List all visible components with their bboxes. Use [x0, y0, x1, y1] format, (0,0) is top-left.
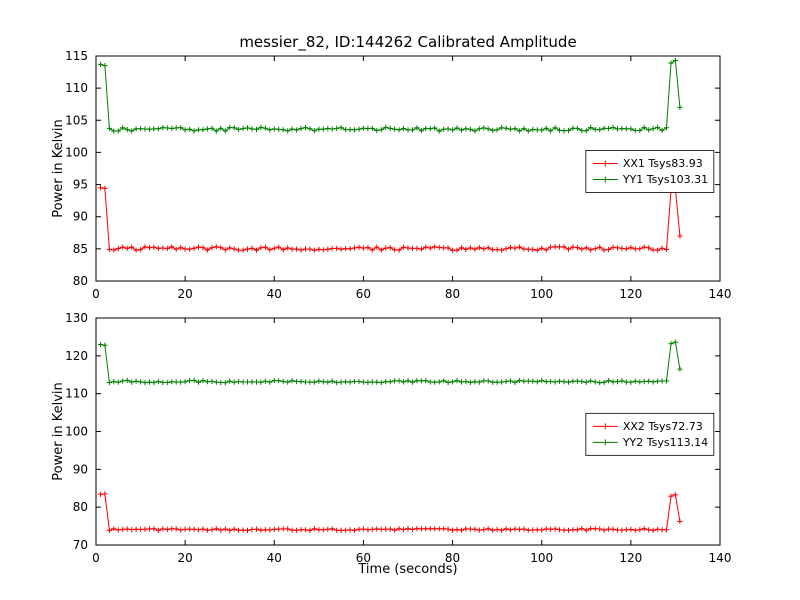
y-tick-label: 100	[65, 145, 88, 159]
x-tick-label: 80	[445, 287, 460, 301]
x-tick-label: 40	[267, 287, 282, 301]
y-tick-label: 80	[73, 274, 88, 288]
legend-sample-YY2	[592, 439, 618, 446]
subplot-2: 0 20 40 60 80 100 120 140 70 80 90 100 110 120 130 XX2 …	[65, 311, 731, 565]
legend-label-YY1: YY1 Tsys103.31	[622, 173, 708, 186]
legend: XX1 Tsys83.93 YY1 Tsys103.31	[585, 150, 715, 193]
legend-sample-XX2	[592, 423, 618, 430]
y-tick-label: 85	[73, 242, 88, 256]
legend-box	[585, 150, 715, 193]
x-tick-label: 140	[709, 551, 732, 565]
series-markers-XX2	[97, 491, 683, 533]
x-tick-label: 0	[92, 287, 100, 301]
y-tick-label: 100	[65, 425, 88, 439]
legend-label-YY2: YY2 Tsys113.14	[622, 436, 708, 449]
axes-frame	[95, 317, 721, 546]
legend: XX2 Tsys72.73 YY2 Tsys113.14	[585, 412, 715, 456]
subplot-1: 0 20 40 60 80 100 120 140 80 85 90 95 100 105 110 115 XX…	[65, 49, 731, 301]
series-markers-YY2	[97, 339, 683, 386]
x-tick-label: 120	[619, 287, 642, 301]
legend-sample-YY1	[592, 176, 618, 183]
y-tick-label: 90	[73, 462, 88, 476]
axes-frame	[95, 55, 721, 282]
y-tick-label: 115	[65, 49, 88, 63]
y-tick-label: 80	[73, 500, 88, 514]
series-line-XX2	[100, 493, 681, 532]
series-markers-YY1	[97, 57, 683, 134]
x-tick-label: 60	[356, 551, 371, 565]
series-markers-XX1	[97, 185, 683, 253]
x-tick-label: 140	[709, 287, 732, 301]
x-tick-label: 20	[178, 287, 193, 301]
chart-title: messier_82, ID:144262 Calibrated Amplitu…	[239, 33, 576, 52]
series-line-YY1	[100, 59, 681, 132]
legend-label-XX1: XX1 Tsys83.93	[623, 157, 703, 170]
legend-label-XX2: XX2 Tsys72.73	[623, 420, 703, 433]
x-tick-label: 120	[619, 551, 642, 565]
y-tick-label: 95	[73, 178, 88, 192]
x-tick-label: 100	[530, 551, 553, 565]
y-tick-label: 110	[65, 81, 88, 95]
x-tick-label: 100	[530, 287, 553, 301]
y-tick-label: 110	[65, 387, 88, 401]
y-tick-label: 90	[73, 210, 88, 224]
y-axis-label-top: Power in Kelvin	[51, 119, 66, 217]
x-tick-label: 0	[92, 551, 100, 565]
x-tick-label: 60	[356, 287, 371, 301]
y-tick-label: 105	[65, 113, 88, 127]
y-tick-label: 70	[73, 538, 88, 552]
legend-box	[585, 412, 715, 456]
plots-group: 0 20 40 60 80 100 120 140 80 85 90 95 100 105 110 115 XX…	[65, 49, 731, 565]
x-tick-label: 80	[445, 551, 460, 565]
y-tick-label: 120	[65, 349, 88, 363]
y-axis-label-bottom: Power in Kelvin	[51, 382, 66, 480]
series-line-XX1	[100, 187, 681, 251]
legend-sample-XX1	[592, 160, 618, 167]
x-tick-label: 20	[178, 551, 193, 565]
series-line-YY2	[100, 341, 681, 384]
x-tick-label: 40	[267, 551, 282, 565]
x-axis-label: Time (seconds)	[357, 562, 457, 577]
y-tick-label: 130	[65, 311, 88, 325]
